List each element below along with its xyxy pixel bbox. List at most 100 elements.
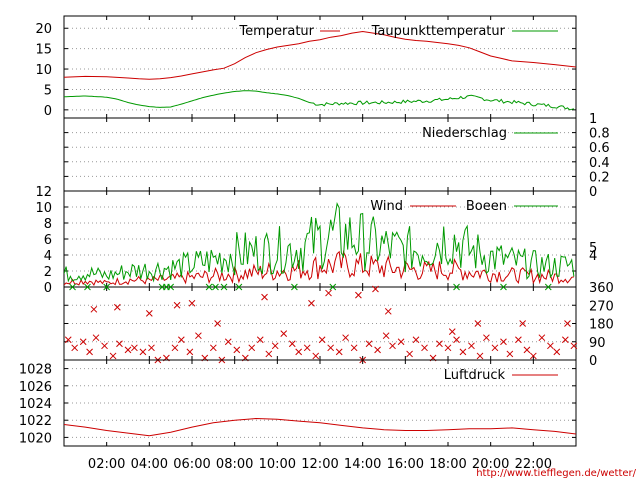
direction-point	[382, 332, 390, 340]
direction-point	[291, 283, 298, 291]
direction-point	[476, 352, 484, 360]
series-line-taupunkttemperatur	[64, 90, 575, 111]
direction-point	[506, 350, 514, 358]
y-tick-label: 180	[589, 318, 614, 333]
y-tick-label: 0	[589, 185, 597, 200]
direction-point	[547, 342, 554, 350]
direction-point	[355, 291, 362, 299]
y-tick-label: 0	[589, 354, 597, 369]
series-line-boeen	[64, 201, 575, 283]
y-tick-label: 10	[35, 201, 52, 216]
direction-point	[448, 328, 456, 335]
wind-direction-markers	[64, 285, 578, 364]
direction-point	[139, 348, 147, 356]
direction-point	[64, 336, 72, 344]
direction-point	[71, 344, 79, 352]
footer-url[interactable]: http://www.tiefflegen.de/wetter/	[476, 468, 636, 479]
direction-point	[84, 283, 91, 291]
y-tick-label: 0.8	[589, 127, 610, 142]
direction-point	[90, 305, 98, 313]
direction-point	[271, 342, 279, 350]
direction-point	[397, 338, 405, 346]
direction-point	[372, 285, 379, 293]
direction-point	[544, 283, 552, 291]
direction-point	[561, 336, 569, 344]
direction-point	[265, 350, 273, 358]
y-tick-label: 1	[589, 112, 597, 127]
y-tick-label: 1026	[19, 380, 52, 395]
legend-label: Luftdruck	[444, 368, 506, 383]
y-tick-label: 90	[589, 336, 606, 351]
direction-point	[280, 330, 288, 337]
legend-label: Niederschlag	[422, 126, 507, 141]
direction-point	[188, 299, 196, 307]
direction-point	[101, 342, 108, 350]
legend-label: Taupunkttemperatur	[371, 24, 506, 39]
direction-point	[389, 342, 396, 350]
x-axis-ticks: 02:00 04:00 06:00 08:00 10:00 12:00 14:00 16:00…	[88, 457, 552, 472]
direction-point	[288, 340, 296, 348]
direction-point	[312, 352, 320, 360]
direction-point	[327, 344, 335, 352]
direction-point	[529, 352, 537, 360]
direction-point	[374, 346, 381, 354]
direction-point	[570, 342, 578, 350]
direction-point	[406, 350, 413, 358]
direction-point	[186, 348, 194, 356]
direction-point	[113, 303, 121, 311]
legend-label: Temperatur	[238, 24, 314, 39]
direction-point	[256, 336, 264, 344]
direction-point	[220, 283, 228, 291]
panel-1: 0 5 10 15 20 Temperatur Taupunkttemperatur	[35, 15, 577, 119]
direction-point	[308, 299, 315, 307]
direction-point	[124, 346, 132, 354]
x-tick-label: 22:00	[515, 457, 552, 472]
y-tick-label: 360	[589, 281, 614, 296]
direction-point	[109, 352, 117, 360]
x-tick-label: 06:00	[173, 457, 210, 472]
y-right-tick-label: 5	[589, 241, 597, 256]
direction-point	[116, 340, 123, 348]
direction-point	[148, 344, 155, 352]
direction-point	[205, 283, 213, 291]
direction-point	[335, 348, 343, 356]
x-tick-label: 04:00	[131, 457, 168, 472]
direction-point	[342, 334, 349, 342]
direction-point	[453, 283, 460, 291]
direction-point	[92, 334, 100, 342]
direction-point	[519, 320, 527, 327]
direction-point	[500, 338, 507, 346]
panel-4: 0 90 180 270 360	[63, 281, 614, 369]
direction-point	[421, 344, 428, 352]
direction-point	[329, 283, 337, 291]
direction-point	[79, 338, 87, 346]
direction-point	[474, 320, 482, 327]
y-tick-label: 20	[35, 22, 52, 37]
y-tick-label: 0.2	[589, 170, 610, 185]
direction-point	[515, 336, 522, 344]
direction-point	[214, 320, 221, 327]
x-tick-label: 08:00	[216, 457, 253, 472]
y-tick-label: 1020	[19, 431, 52, 446]
series-line-wind	[64, 250, 574, 287]
y-tick-label: 1022	[19, 414, 52, 429]
direction-point	[103, 283, 111, 291]
direction-point	[261, 293, 268, 301]
x-tick-label: 18:00	[429, 457, 466, 472]
direction-point	[295, 348, 303, 356]
direction-point	[212, 283, 219, 291]
direction-point	[350, 344, 358, 352]
series-line-temperatur	[64, 30, 576, 80]
wind-direction-markers	[69, 283, 552, 291]
direction-point	[86, 348, 93, 356]
direction-point	[233, 346, 241, 354]
x-tick-label: 10:00	[259, 457, 296, 472]
direction-point	[224, 338, 232, 346]
y-tick-label: 10	[35, 63, 52, 78]
direction-point	[173, 301, 181, 309]
direction-point	[195, 332, 202, 340]
direction-point	[412, 336, 420, 344]
direction-point	[248, 344, 256, 352]
